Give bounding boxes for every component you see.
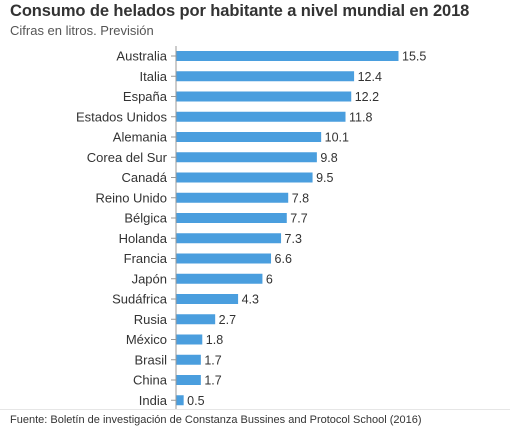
bar bbox=[176, 294, 239, 304]
chart-title: Consumo de helados por habitante a nivel… bbox=[10, 2, 470, 20]
value-label: 7.3 bbox=[285, 232, 302, 246]
category-label: China bbox=[133, 373, 168, 388]
category-label: México bbox=[126, 332, 167, 347]
chart-subtitle: Cifras en litros. Previsión bbox=[10, 23, 154, 38]
category-label: Bélgica bbox=[124, 211, 167, 226]
value-label: 7.8 bbox=[292, 191, 309, 205]
value-label: 7.7 bbox=[290, 212, 307, 226]
category-label: España bbox=[123, 89, 168, 104]
category-label: Australia bbox=[116, 49, 167, 64]
category-label: Holanda bbox=[119, 231, 168, 246]
bar bbox=[176, 51, 399, 61]
bar bbox=[176, 273, 263, 284]
value-label: 9.8 bbox=[320, 151, 337, 165]
bar bbox=[176, 152, 317, 163]
category-label: Reino Unido bbox=[95, 190, 167, 205]
bar bbox=[176, 192, 289, 203]
bar bbox=[176, 111, 346, 122]
value-label: 1.7 bbox=[204, 374, 221, 388]
category-label: Japón bbox=[132, 271, 167, 286]
value-label: 2.7 bbox=[219, 313, 236, 327]
bar bbox=[176, 71, 355, 82]
value-label: 11.8 bbox=[349, 110, 372, 124]
value-label: 9.5 bbox=[316, 171, 333, 185]
bar bbox=[176, 253, 272, 264]
value-label: 6.6 bbox=[275, 252, 292, 266]
value-label: 15.5 bbox=[402, 50, 426, 64]
category-label: Corea del Sur bbox=[87, 150, 168, 165]
value-label: 1.7 bbox=[204, 353, 221, 367]
category-label: Canadá bbox=[121, 170, 167, 185]
bar bbox=[176, 334, 203, 345]
category-label: Estados Unidos bbox=[76, 109, 168, 124]
bar bbox=[176, 91, 352, 102]
bar bbox=[176, 395, 184, 406]
bar bbox=[176, 354, 201, 365]
value-label: 12.4 bbox=[358, 70, 382, 84]
bar bbox=[176, 172, 313, 183]
bar-chart: Australia 15.5 Italia 12.4 España 12.2 Estados… bbox=[76, 46, 426, 410]
value-label: 12.2 bbox=[355, 90, 379, 104]
category-label: Francia bbox=[124, 251, 168, 266]
value-label: 1.8 bbox=[206, 333, 223, 347]
bar bbox=[176, 375, 201, 385]
bar bbox=[176, 213, 287, 223]
value-label: 0.5 bbox=[187, 394, 204, 408]
value-label: 6 bbox=[266, 272, 273, 286]
footer-divider bbox=[0, 409, 510, 410]
category-label: Brasil bbox=[134, 352, 167, 367]
value-label: 4.3 bbox=[242, 293, 259, 307]
category-label: Italia bbox=[140, 69, 168, 84]
category-label: Rusia bbox=[134, 312, 168, 327]
category-label: Sudáfrica bbox=[112, 292, 168, 307]
category-label: India bbox=[139, 393, 168, 408]
bar bbox=[176, 314, 216, 325]
value-label: 10.1 bbox=[325, 131, 349, 145]
bar bbox=[176, 233, 282, 244]
category-label: Alemania bbox=[113, 130, 168, 145]
bar bbox=[176, 132, 322, 142]
source-note: Fuente: Boletín de investigación de Cons… bbox=[10, 414, 422, 426]
